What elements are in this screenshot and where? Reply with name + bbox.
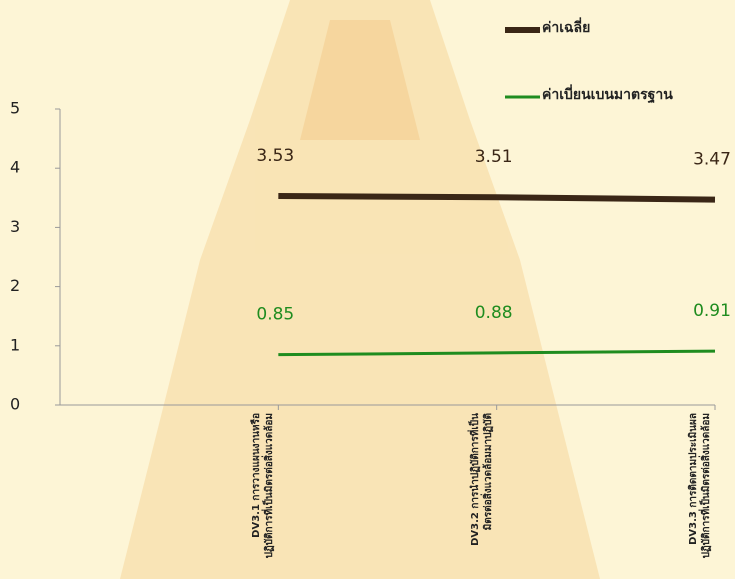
value-label: 3.51	[475, 147, 513, 167]
y-tick-label: 1	[10, 335, 20, 354]
y-tick-label: 4	[10, 158, 20, 177]
value-label: 3.53	[256, 146, 294, 166]
value-label: 3.47	[693, 150, 731, 170]
y-tick-label: 2	[10, 276, 20, 295]
line-series	[278, 349, 716, 357]
x-tick-label: DV3.2 การนำปฏิบัติการที่เป็นมิตรต่อสิ่งแ…	[469, 413, 494, 546]
y-tick-label: 0	[10, 395, 20, 414]
y-tick-label: 3	[10, 217, 20, 236]
background-decoration	[120, 0, 600, 579]
legend-label: ค่าเบี่ยนเบนมาตรฐาน	[542, 84, 673, 104]
y-tick-label: 5	[10, 99, 20, 118]
value-label: 0.85	[256, 305, 294, 325]
value-label: 0.91	[693, 301, 731, 321]
legend-label: ค่าเฉลี่ย	[542, 17, 590, 36]
x-tick-label: DV3.1 การวางแผนงานหรือปฏิบัติการที่เป็นม…	[251, 413, 276, 559]
line-series	[278, 193, 716, 203]
value-label: 0.88	[475, 303, 513, 323]
x-tick-label: DV3.3 การติดตามประเมินผลปฏิบัติการที่เป็…	[688, 413, 712, 559]
